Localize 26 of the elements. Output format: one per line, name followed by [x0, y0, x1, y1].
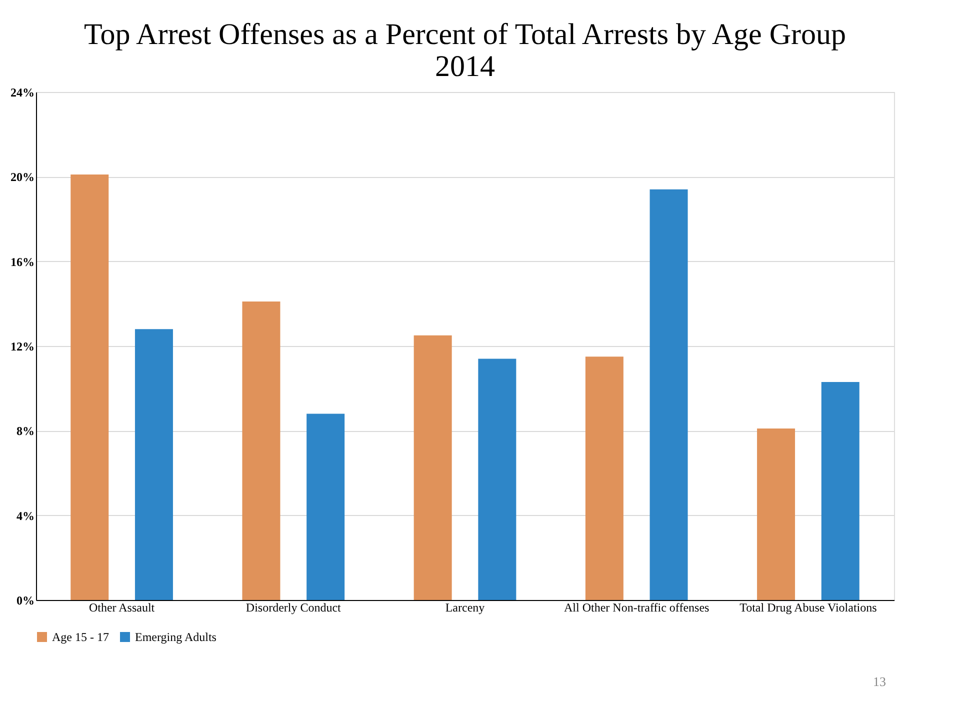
bar	[757, 428, 796, 600]
bar	[134, 329, 173, 600]
bar	[478, 358, 516, 600]
y-tick-label: 4%	[16, 508, 34, 523]
x-tick-label: Larceny	[445, 600, 485, 614]
bar	[414, 335, 452, 600]
y-tick-label: 24%	[10, 86, 34, 100]
x-tick-label: All Other Non-traffic offenses	[564, 600, 710, 614]
x-tick-label: Total Drug Abuse Violations	[740, 600, 878, 614]
x-tick-label: Other Assault	[88, 600, 156, 614]
chart-title: Top Arrest Offenses as a Percent of Total Arrests by Age Group 2014	[84, 18, 846, 83]
y-tick-label: 20%	[10, 170, 34, 184]
y-tick-label: 12%	[10, 340, 34, 354]
x-tick-label: Disorderly Conduct	[246, 600, 342, 614]
legend-label: Emerging Adults	[135, 630, 217, 644]
text: 13	[873, 674, 886, 689]
y-tick-label: 8%	[16, 424, 34, 438]
y-tick-label: 16%	[10, 254, 34, 269]
bar	[821, 382, 860, 600]
bar	[306, 414, 345, 600]
bar	[650, 189, 688, 600]
y-tick-label: 0%	[16, 594, 34, 608]
bar	[70, 174, 109, 600]
legend-label: Age 15 - 17	[52, 630, 109, 644]
bar	[585, 356, 624, 600]
bar	[242, 302, 280, 600]
